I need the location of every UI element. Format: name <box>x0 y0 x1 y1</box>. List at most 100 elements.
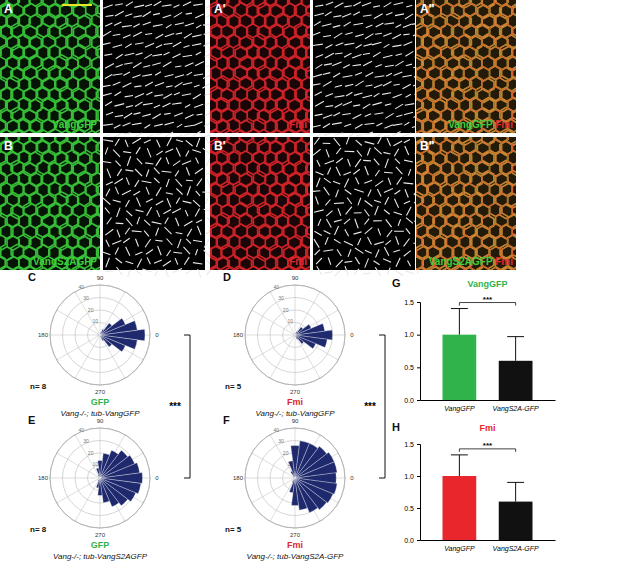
axis-line <box>421 540 556 541</box>
wedge <box>295 324 325 335</box>
orientation-lines <box>312 2 424 139</box>
chart-title: VangGFP <box>467 279 507 289</box>
wedge <box>99 335 100 336</box>
panel-letter: C <box>28 271 36 283</box>
tick: 0.0 <box>404 397 420 404</box>
angle-label: 270 <box>95 532 106 538</box>
ring-label: 20 <box>283 450 289 456</box>
y-axis: 0.00.51.01.5 <box>404 441 420 544</box>
channel-label: Fmi <box>289 119 307 130</box>
rose-chart: 10203040090180270GFPVang-/-; tub-VangGFP… <box>28 271 159 418</box>
ring-label: 40 <box>78 427 84 433</box>
tick-mark <box>417 508 420 509</box>
grid-ring <box>258 298 333 373</box>
wedge <box>293 476 295 478</box>
ring-label: 10 <box>93 318 99 324</box>
orientation-panel <box>312 0 424 139</box>
ring-label: 20 <box>283 307 289 313</box>
cell-outlines <box>416 137 516 270</box>
wedge <box>100 450 128 478</box>
bar <box>443 335 477 400</box>
marks <box>443 309 533 400</box>
tick-label: 0.0 <box>404 397 414 404</box>
chart-subtitle: Vang-/-; tub-VangS2A-GFP <box>247 552 344 561</box>
image-panel: B' Fmi <box>191 118 424 281</box>
category-label: VangGFP <box>444 405 475 413</box>
panel-letter: B' <box>214 139 226 153</box>
channel-label: VangS2AGFP <box>33 256 97 267</box>
channel-name: Fmi <box>492 256 513 267</box>
panel-letter: A'' <box>420 2 435 16</box>
tick-label: 1.5 <box>404 441 414 448</box>
wedges <box>294 324 333 349</box>
tick: VangS2A-GFP <box>493 540 539 553</box>
angle-label: 180 <box>233 475 244 481</box>
angle-label: 180 <box>38 332 49 338</box>
tick-mark <box>417 476 420 477</box>
ring-label: 20 <box>88 450 94 456</box>
chart-title: GFP <box>91 397 110 407</box>
cell-outlines <box>0 0 100 133</box>
angle-label: 90 <box>292 418 299 424</box>
image-area <box>210 137 310 270</box>
tick: VangGFP <box>444 400 475 413</box>
chart-subtitle: Vang-/-; tub-VangGFP <box>61 409 141 418</box>
image-panel: A'' VangGFP Fmi <box>398 0 539 145</box>
rose-chart: 10203040090180270FmiVang-/-; tub-VangS2A… <box>223 335 385 561</box>
wedge <box>98 475 100 478</box>
wedges <box>96 450 142 507</box>
cell-outlines <box>210 0 310 133</box>
ring-label: 30 <box>278 295 284 301</box>
tick: 0.5 <box>404 364 420 371</box>
image-area <box>0 0 100 133</box>
tick: VangGFP <box>444 540 475 553</box>
tick: 0.5 <box>404 505 420 512</box>
image-area <box>416 137 516 270</box>
x-axis: VangGFPVangS2A-GFP <box>421 400 556 413</box>
channel-name: VangGFP <box>448 119 493 130</box>
angle-label: 0 <box>155 475 159 481</box>
error-bar <box>451 309 468 335</box>
image-area <box>0 137 100 270</box>
axis-line <box>421 400 556 401</box>
channel-name: Fmi <box>492 119 513 130</box>
bar-chart: 0.00.51.01.5VangGFPVangS2A-GFPVangGFPG**… <box>392 277 556 413</box>
wedge <box>295 334 296 335</box>
channel-name: VangGFP <box>53 119 98 130</box>
wedge <box>100 450 118 478</box>
wedge <box>100 335 137 349</box>
orientation-panel <box>103 137 214 278</box>
image-panel: AVangGFP <box>0 0 214 145</box>
cell-outlines <box>0 137 100 270</box>
panel-letter: A' <box>214 2 226 16</box>
cell-outlines-overlay <box>416 137 516 270</box>
angle-label: 270 <box>95 389 106 395</box>
panel-letter: E <box>28 414 35 426</box>
cell-outlines-overlay <box>416 0 516 133</box>
ring-label: 40 <box>78 284 84 290</box>
wedge <box>295 324 311 335</box>
ring-label: 10 <box>288 318 294 324</box>
panel-letter: D <box>223 271 231 283</box>
outer-ring <box>50 285 150 385</box>
outer-ring <box>50 428 150 528</box>
angle-label: 0 <box>350 475 354 481</box>
annotation: n= 8 <box>30 382 47 391</box>
orientation-lines <box>102 1 214 138</box>
error-bar <box>451 455 468 476</box>
annotation: n= 8 <box>30 525 47 534</box>
orientation-lines <box>103 137 214 278</box>
tick-label: 1.0 <box>404 331 414 338</box>
tick-label: 0.0 <box>404 537 414 544</box>
channel-label: VangGFP Fmi <box>448 119 513 130</box>
significance-label: *** <box>483 441 493 450</box>
orientation-background <box>103 137 205 270</box>
grid-ring <box>50 428 150 528</box>
scale-bar <box>62 4 92 6</box>
ring-label: 30 <box>83 438 89 444</box>
significance-label: *** <box>364 401 376 412</box>
wedge <box>290 471 295 478</box>
annotation: n= 5 <box>225 525 242 534</box>
angle-label: 90 <box>292 275 299 281</box>
rose-chart: 10203040090180270GFPVang-/-; tub-VangS2A… <box>28 335 190 561</box>
